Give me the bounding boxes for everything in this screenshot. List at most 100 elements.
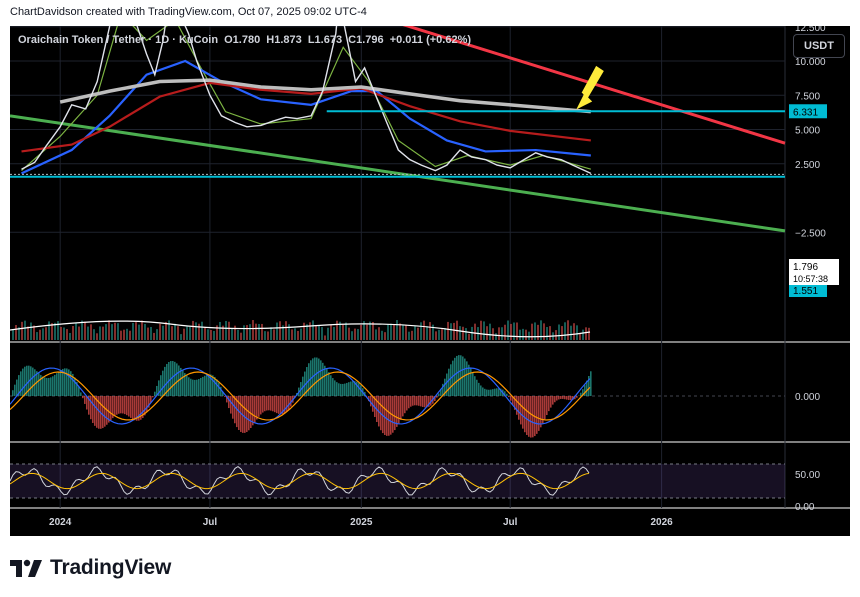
macd-histogram-bar xyxy=(516,396,518,415)
macd-histogram-bar xyxy=(518,396,520,420)
macd-histogram-bar xyxy=(486,389,488,396)
volume-bar xyxy=(162,325,164,340)
macd-histogram-bar xyxy=(172,361,174,396)
macd-histogram-bar xyxy=(414,396,416,406)
macd-histogram-bar xyxy=(426,396,428,408)
volume-bar xyxy=(108,320,110,340)
volume-bar xyxy=(453,322,455,340)
macd-histogram-bar xyxy=(510,396,512,401)
macd-histogram-bar xyxy=(188,377,190,396)
macd-histogram-bar xyxy=(494,388,496,396)
macd-histogram-bar xyxy=(256,396,258,420)
volume-bar xyxy=(363,321,365,340)
support-level-label: 1.551 xyxy=(793,286,818,297)
time-axis-tick-label: Jul xyxy=(503,517,518,528)
volume-bar xyxy=(582,329,584,340)
volume-bar xyxy=(198,323,200,340)
price-axis-tick-label: 12.500 xyxy=(795,26,826,34)
macd-histogram-bar xyxy=(230,396,232,414)
volume-bar xyxy=(384,332,386,340)
macd-histogram-bar xyxy=(78,386,80,396)
chart-canvas[interactable]: 6.3311.5511.79610:57:3815.00012.50010.00… xyxy=(10,26,850,536)
volume-bar xyxy=(132,322,134,340)
price-axis-tick-label: −2.500 xyxy=(795,228,826,239)
volume-bar xyxy=(366,324,368,340)
macd-histogram-bar xyxy=(326,368,328,396)
volume-bar xyxy=(507,320,509,340)
macd-histogram-bar xyxy=(354,381,356,396)
macd-histogram-bar xyxy=(224,396,226,397)
volume-bar xyxy=(66,329,68,340)
macd-histogram-bar xyxy=(434,396,436,402)
volume-bar xyxy=(549,326,551,340)
volume-bar xyxy=(408,331,410,340)
last-price-label: 1.796 xyxy=(793,262,818,273)
macd-histogram-bar xyxy=(544,396,546,420)
volume-bar xyxy=(495,333,497,340)
macd-histogram-bar xyxy=(130,396,132,418)
macd-histogram-bar xyxy=(154,391,156,396)
macd-histogram-bar xyxy=(356,381,358,396)
macd-histogram-bar xyxy=(324,365,326,396)
time-axis-tick-label: 2025 xyxy=(350,517,373,528)
volume-bar xyxy=(543,323,545,340)
macd-histogram-bar xyxy=(162,370,164,396)
macd-axis-label: 0.000 xyxy=(795,392,820,403)
volume-bar xyxy=(417,327,419,340)
macd-histogram-bar xyxy=(484,388,486,396)
volume-bar xyxy=(216,325,218,340)
macd-histogram-bar xyxy=(528,396,530,437)
volume-bar xyxy=(546,326,548,340)
volume-bar xyxy=(174,323,176,340)
annotation-arrow xyxy=(576,65,604,110)
macd-histogram-bar xyxy=(448,368,450,396)
macd-histogram-bar xyxy=(116,396,118,415)
volume-bar xyxy=(558,324,560,340)
volume-bar xyxy=(399,323,401,340)
macd-histogram-bar xyxy=(566,396,568,400)
macd-histogram-bar xyxy=(498,388,500,396)
macd-histogram-bar xyxy=(304,371,306,396)
macd-histogram-bar xyxy=(456,355,458,396)
symbol-legend: Oraichain Token / Tether · 1D · KuCoin O… xyxy=(18,34,474,46)
price-chart[interactable]: 6.3311.5511.79610:57:3815.00012.50010.00… xyxy=(10,26,850,536)
currency-button[interactable]: USDT xyxy=(793,34,845,58)
volume-bar xyxy=(471,326,473,340)
macd-histogram-bar xyxy=(412,396,414,406)
volume-bar xyxy=(234,325,236,340)
macd-histogram-bar xyxy=(268,396,270,411)
macd-histogram-bar xyxy=(196,379,198,396)
volume-bar xyxy=(21,321,23,340)
macd-histogram-bar xyxy=(472,372,474,396)
volume-bar xyxy=(126,328,128,340)
volume-bar xyxy=(279,321,281,340)
macd-histogram-bar xyxy=(136,396,138,421)
macd-histogram-bar xyxy=(102,396,104,429)
volume-bar xyxy=(378,327,380,340)
macd-histogram-bar xyxy=(348,382,350,396)
macd-histogram-bar xyxy=(370,396,372,407)
macd-histogram-bar xyxy=(424,396,426,408)
volume-bar xyxy=(96,333,98,340)
volume-bar xyxy=(429,322,431,340)
volume-bar xyxy=(144,323,146,340)
macd-histogram-bar xyxy=(16,379,18,396)
volume-bar xyxy=(42,328,44,340)
volume-bar xyxy=(189,327,191,340)
macd-histogram-bar xyxy=(460,355,462,396)
macd-histogram-bar xyxy=(186,375,188,396)
macd-histogram-bar xyxy=(182,370,184,396)
macd-histogram-bar xyxy=(126,396,128,416)
bar-countdown-label: 10:57:38 xyxy=(793,274,828,284)
macd-histogram-bar xyxy=(512,396,514,406)
volume-bar xyxy=(336,320,338,340)
macd-histogram-bar xyxy=(550,396,552,408)
volume-bar xyxy=(318,325,320,340)
macd-histogram-bar xyxy=(546,396,548,416)
macd-histogram-bar xyxy=(274,396,276,413)
volume-bar xyxy=(30,322,32,340)
macd-histogram-bar xyxy=(496,388,498,396)
volume-bar xyxy=(342,324,344,340)
macd-histogram-bar xyxy=(22,368,24,396)
macd-histogram-bar xyxy=(536,396,538,434)
